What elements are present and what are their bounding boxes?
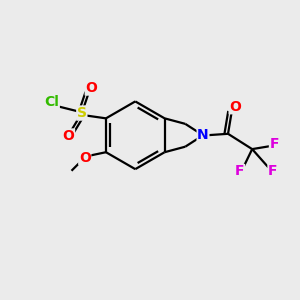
Text: F: F [268, 164, 278, 178]
Text: Cl: Cl [44, 95, 59, 109]
Text: N: N [197, 128, 209, 142]
Text: S: S [77, 106, 87, 120]
Text: O: O [63, 129, 74, 143]
Text: F: F [269, 137, 279, 151]
Text: O: O [229, 100, 241, 114]
Text: O: O [79, 151, 91, 164]
Text: F: F [235, 164, 244, 178]
Text: O: O [85, 81, 97, 95]
